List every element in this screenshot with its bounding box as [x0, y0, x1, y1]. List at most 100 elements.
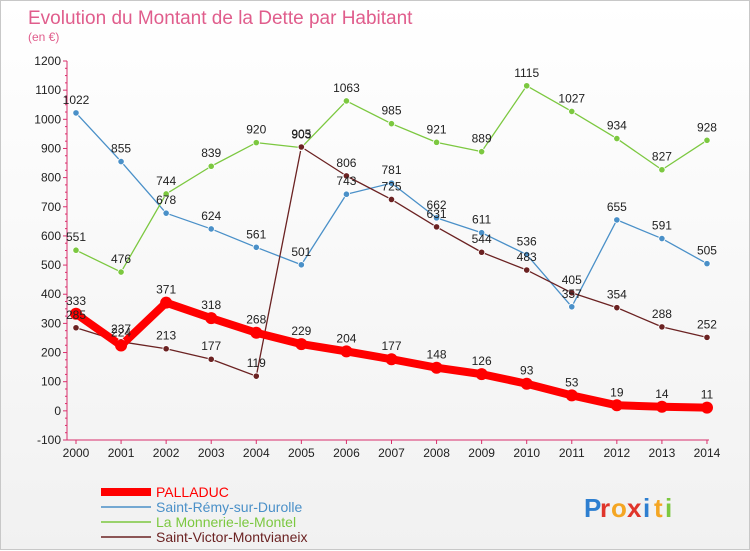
y-tick-label: 400 — [41, 287, 61, 301]
chart-subtitle: (en €) — [28, 30, 59, 44]
data-point — [703, 136, 711, 144]
data-point — [162, 190, 170, 198]
data-point — [700, 401, 713, 414]
x-tick-label: 2013 — [649, 446, 676, 460]
data-label: 405 — [562, 273, 582, 287]
data-label: 928 — [697, 120, 717, 134]
data-label: 11 — [701, 388, 714, 402]
data-point — [523, 82, 531, 90]
data-point — [70, 307, 82, 320]
x-tick-label: 2000 — [63, 446, 90, 460]
legend-label: La Monnerie-le-Montel — [156, 514, 296, 530]
data-point — [432, 214, 441, 222]
data-point — [613, 216, 621, 224]
y-tick-label: -100 — [37, 433, 61, 447]
data-label: 268 — [246, 313, 266, 327]
data-point — [162, 209, 170, 217]
axes: -100 0 100 200 300 400 500 600 700 800 900 1000 1100… — [34, 54, 720, 460]
data-point — [207, 162, 215, 170]
data-point — [658, 323, 666, 331]
brand-logo: Pr o x i t i — [584, 493, 672, 523]
data-label: 903 — [291, 128, 311, 142]
data-label: 177 — [201, 339, 221, 353]
data-point — [568, 289, 576, 297]
data-point — [342, 97, 351, 105]
x-tick-label: 2014 — [694, 446, 721, 460]
data-label: 744 — [156, 174, 176, 188]
brand-letter: P — [584, 493, 601, 523]
legend-label: Saint-Rémy-sur-Durolle — [156, 499, 302, 515]
data-point — [117, 157, 125, 166]
data-point — [207, 355, 215, 363]
data-label: 662 — [427, 198, 447, 212]
x-tick-label: 2005 — [288, 446, 315, 460]
data-label: 119 — [247, 356, 266, 370]
data-point — [703, 260, 711, 268]
data-label: 889 — [472, 132, 492, 146]
x-tick-label: 2007 — [378, 446, 405, 460]
data-point — [72, 324, 80, 332]
data-point — [520, 377, 533, 390]
data-label: 985 — [381, 104, 401, 118]
y-tick-label: 600 — [41, 229, 61, 243]
data-point — [72, 246, 80, 254]
data-label: 501 — [291, 245, 311, 259]
data-label: 285 — [66, 308, 86, 322]
brand-letter: i — [665, 493, 672, 523]
data-label: 505 — [697, 244, 717, 258]
data-point — [613, 304, 621, 312]
data-label: 920 — [246, 123, 266, 137]
data-label: 1063 — [333, 81, 360, 95]
data-point — [610, 399, 623, 412]
brand-letter: r — [600, 493, 610, 523]
brand-letter: o — [611, 493, 627, 523]
data-point — [252, 139, 260, 147]
data-label: 333 — [66, 294, 86, 308]
data-label: 318 — [201, 298, 221, 312]
y-tick-label: 700 — [41, 200, 61, 214]
data-label: 631 — [427, 207, 447, 221]
y-tick-label: 800 — [41, 171, 61, 185]
data-point — [430, 361, 443, 374]
data-point — [297, 143, 305, 151]
data-label: 53 — [565, 375, 579, 389]
data-label: 827 — [652, 150, 672, 164]
data-point — [703, 333, 711, 341]
data-point — [115, 339, 128, 352]
data-point — [432, 223, 441, 231]
x-tick-label: 2004 — [243, 446, 270, 460]
data-label: 551 — [66, 230, 86, 244]
data-label: 288 — [652, 307, 672, 321]
x-tick-label: 2002 — [153, 446, 180, 460]
y-tick-label: 100 — [41, 375, 61, 389]
data-point — [387, 120, 396, 128]
legend-label: PALLADUC — [156, 484, 229, 500]
data-point — [295, 338, 308, 351]
x-tick-label: 2011 — [559, 446, 585, 460]
data-label: 93 — [520, 364, 534, 378]
data-label: 743 — [336, 174, 356, 188]
data-point — [432, 138, 441, 146]
chart-title: Evolution du Montant de la Dette par Hab… — [28, 8, 413, 29]
data-point — [160, 296, 173, 309]
data-label: 177 — [381, 339, 401, 353]
data-point — [478, 248, 486, 256]
data-label: 678 — [156, 193, 176, 207]
data-point — [340, 345, 353, 358]
data-label: 126 — [472, 354, 492, 368]
data-label: 14 — [655, 387, 669, 401]
series-points — [70, 82, 713, 414]
data-label: 806 — [336, 156, 356, 170]
data-label: 611 — [472, 213, 491, 227]
brand-letter: i — [643, 493, 650, 523]
data-label: 655 — [607, 200, 627, 214]
data-point — [207, 225, 215, 233]
data-label: 204 — [336, 331, 356, 345]
brand-letter: t — [654, 493, 663, 523]
data-labels: 1022 855 678 624 561 501 743 781 662 611 536 357 655… — [63, 66, 718, 402]
x-tick-label: 2001 — [108, 446, 135, 460]
data-label: 476 — [111, 252, 131, 266]
data-label: 921 — [427, 122, 447, 136]
y-tick-label: 300 — [41, 316, 61, 330]
